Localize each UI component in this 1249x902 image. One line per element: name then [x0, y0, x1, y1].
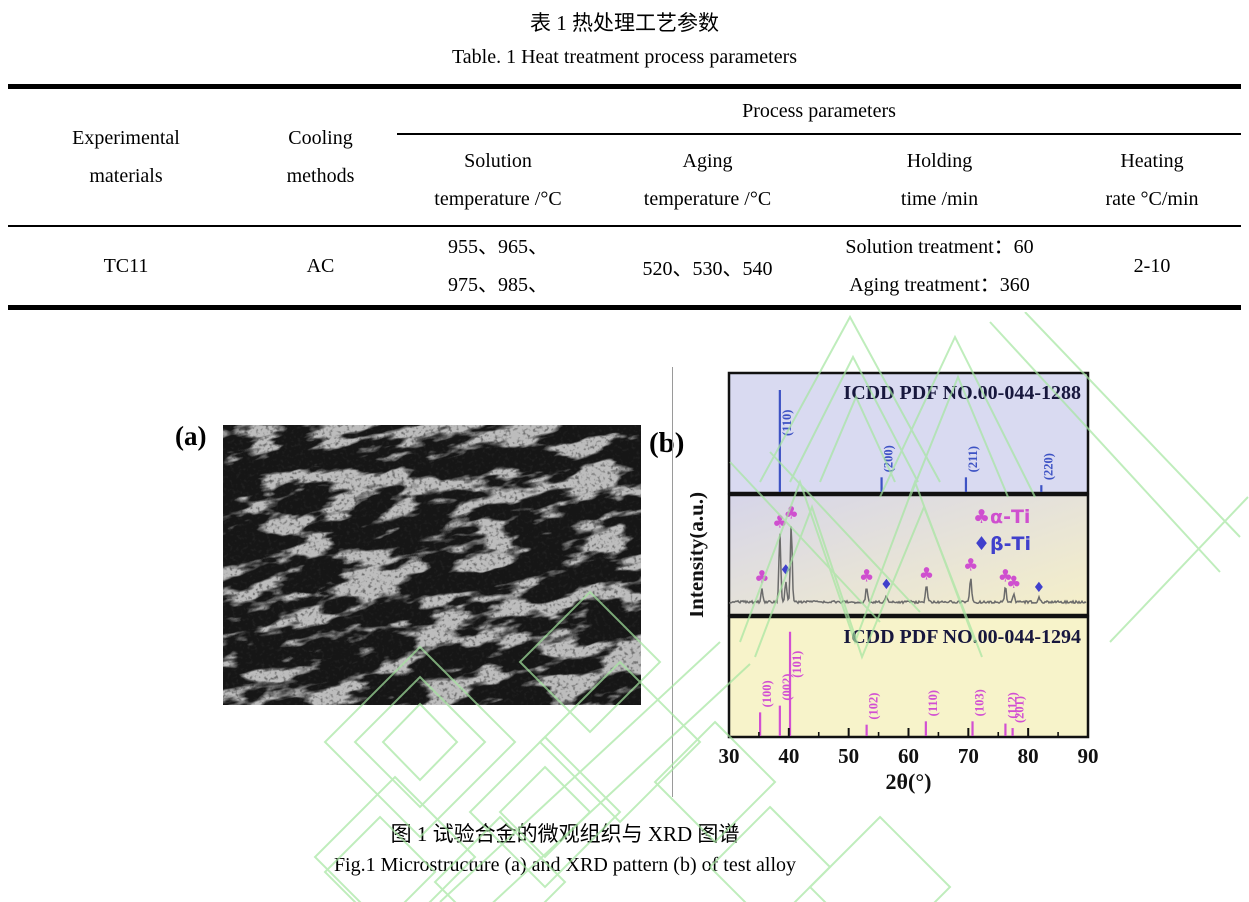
header-holding-time: Holding time /min [816, 134, 1063, 227]
figure-caption-zh: 图 1 试验合金的微观组织与 XRD 图谱 [390, 822, 740, 846]
figure-1: (a) (b) (110)( [0, 310, 1249, 902]
svg-text:(220): (220) [1041, 453, 1055, 480]
header-solution-temperature: Solution temperature /°C [397, 134, 599, 227]
svg-text:♣: ♣ [754, 567, 769, 587]
svg-text:ICDD PDF NO.00-044-1294: ICDD PDF NO.00-044-1294 [843, 626, 1081, 648]
svg-text:80: 80 [1018, 744, 1039, 768]
header-cooling-methods: Cooling methods [244, 86, 397, 227]
svg-text:♣: ♣ [919, 564, 934, 584]
svg-text:(110): (110) [926, 690, 940, 716]
svg-text:50: 50 [838, 744, 859, 768]
svg-text:♣: ♣ [784, 504, 799, 524]
header-process-parameters: Process parameters [397, 86, 1242, 135]
cell-solution-temps: 955、965、 975、985、 [448, 236, 548, 296]
svg-text:(112): (112) [1005, 692, 1019, 718]
cell-heating-rate: 2-10 [1133, 254, 1171, 277]
svg-text:(200): (200) [882, 445, 896, 472]
svg-text:2θ(°): 2θ(°) [886, 769, 932, 794]
cell-cooling: AC [306, 254, 335, 277]
cell-aging-temps: 520、530、540 [642, 257, 773, 280]
svg-text:(100): (100) [760, 680, 774, 707]
svg-text:70: 70 [958, 744, 979, 768]
svg-text:(110): (110) [780, 410, 794, 436]
table-title-en: Table. 1 Heat treatment process paramete… [451, 46, 798, 68]
cell-material: TC11 [103, 254, 149, 277]
svg-text:ICDD PDF NO.00-044-1288: ICDD PDF NO.00-044-1288 [843, 382, 1081, 404]
svg-text:♦: ♦ [780, 562, 793, 578]
header-heating-rate: Heating rate °C/min [1063, 134, 1242, 227]
panel-divider-line [672, 367, 673, 797]
panel-a-label: (a) [175, 421, 207, 451]
svg-text:♣α-Ti: ♣α-Ti [973, 506, 1030, 528]
header-aging-temperature: Aging temperature /°C [599, 134, 816, 227]
table-title-zh: 表 1 热处理工艺参数 [530, 11, 719, 35]
figure-caption: 图 1 试验合金的微观组织与 XRD 图谱 Fig.1 Microstructu… [0, 819, 1130, 881]
cell-holding: Solution treatment：60 Aging treatment：36… [845, 236, 1034, 296]
xrd-chart: (110) (200) (211) (220) ICDD PDF NO.00-044-1… [690, 371, 1099, 794]
svg-text:60: 60 [898, 744, 919, 768]
svg-text:40: 40 [778, 744, 799, 768]
figure-caption-en: Fig.1 Microstructure (a) and XRD pattern… [333, 854, 797, 876]
svg-text:♣: ♣ [859, 566, 874, 586]
header-experimental-materials: Experimental materials [8, 86, 244, 227]
svg-text:♣: ♣ [963, 556, 978, 576]
svg-text:90: 90 [1078, 744, 1099, 768]
svg-text:30: 30 [719, 744, 740, 768]
table-row: TC11 AC 955、965、 975、985、 520、530、540 So… [8, 226, 1241, 308]
svg-text:(102): (102) [867, 693, 881, 720]
svg-text:(211): (211) [966, 446, 980, 472]
svg-text:(101): (101) [790, 651, 804, 678]
micrograph-image [223, 425, 641, 705]
svg-text:♦: ♦ [880, 577, 893, 593]
svg-text:♦: ♦ [1033, 580, 1046, 596]
heat-treatment-table: Experimental materials Cooling methods P… [8, 84, 1242, 310]
svg-text:(103): (103) [973, 689, 987, 716]
svg-text:Intensity(a.u.): Intensity(a.u.) [690, 492, 708, 618]
panel-b-label: (b) [649, 427, 685, 459]
svg-text:♦β-Ti: ♦β-Ti [973, 533, 1031, 555]
svg-text:(201): (201) [1013, 696, 1027, 723]
svg-text:♣: ♣ [1006, 573, 1021, 593]
